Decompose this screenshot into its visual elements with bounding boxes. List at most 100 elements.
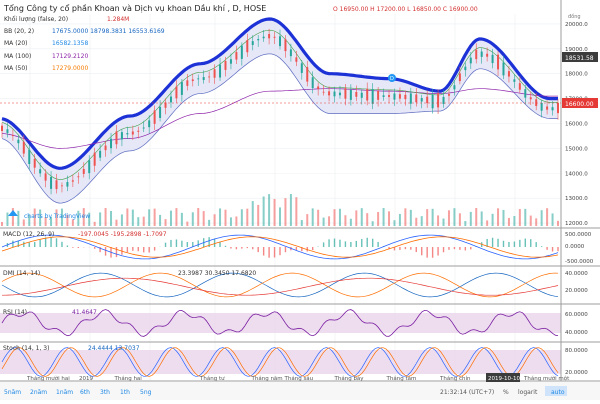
percent-toggle[interactable]: % [503,389,509,396]
candle-body [279,36,281,46]
event-marker[interactable]: D [388,74,396,82]
volume-bar [426,209,428,226]
volume-bar [175,208,177,226]
volume-bar [6,213,8,226]
macd-histogram-bar [148,247,149,253]
macd-histogram-bar [350,242,351,247]
candle-body [492,55,494,63]
volume-bar [263,197,265,226]
candle-body [448,94,450,96]
volume-bar [235,216,237,226]
price-tick-label: 14000.0 [565,171,588,177]
clock-text: 21:32:14 (UTC+7) [440,389,494,396]
macd-histogram-bar [132,247,133,251]
volume-bar [344,215,346,226]
range-button[interactable]: 1th [120,389,130,396]
candle-body [61,185,63,186]
volume-bar [295,197,297,226]
volume-bar [552,213,554,226]
time-axis-label: Tháng năm [251,375,283,382]
candle-body [121,132,123,139]
macd-histogram-bar [356,241,357,247]
volume-bar [361,208,363,226]
range-button[interactable]: 2năm [30,389,47,396]
volume-bar [513,216,515,226]
macd-histogram-bar [50,237,51,247]
macd-histogram-bar [448,247,449,250]
log-toggle[interactable]: logarit [518,389,538,396]
macd-histogram-bar [263,247,264,256]
macd-histogram-bar [252,247,253,249]
volume-bar [230,217,232,226]
candle-body [339,93,341,96]
candle-body [519,83,521,90]
candle-body [203,77,205,80]
volume-bar [246,209,248,226]
macd-histogram-bar [225,246,226,247]
candle-body [426,97,428,103]
macd-histogram-bar [492,238,493,247]
ma100-label: MA (100) [4,53,31,60]
volume-bar [94,222,96,226]
macd-histogram-bar [503,241,504,247]
candle-body [502,62,504,75]
volume-bar [524,209,526,226]
macd-histogram-bar [323,242,324,247]
candle-body [39,169,41,173]
macd-histogram-bar [410,247,411,250]
candle-body [513,79,515,82]
candle-body [208,77,210,78]
stoch-pane [0,348,561,377]
macd-histogram-bar [312,247,313,250]
volume-bar [399,214,401,226]
macd-histogram-bar [105,247,106,256]
macd-histogram-bar [345,241,346,247]
volume-bar [224,210,226,226]
candle-body [290,49,292,56]
candle-body [274,37,276,38]
stoch-values: 24.4444 13.7037 [88,345,140,352]
macd-histogram-bar [525,239,526,247]
volume-bar [464,221,466,226]
volume-label: Khối lượng (false, 20) [4,16,68,23]
range-button[interactable]: 6th [80,389,90,396]
candle-body [241,45,243,58]
ohlc-values: O 16950.00 H 17200.00 L 16850.00 C 16900… [333,6,478,13]
volume-bar [1,222,3,226]
range-button[interactable]: 3th [100,389,110,396]
candle-body [312,77,314,88]
volume-bar [317,210,319,226]
macd-histogram-bar [143,247,144,252]
macd-histogram-bar [138,247,139,251]
candle-body [399,94,401,98]
candle-body [88,160,90,173]
macd-histogram-bar [241,247,242,249]
indicator-tick-label: 0.0000 [565,244,585,250]
macd-histogram-bar [361,239,362,247]
range-button[interactable]: 5năm [4,389,21,396]
candle-body [77,176,79,177]
candle-body [284,39,286,51]
volume-bar [208,220,210,226]
time-axis-label: Tháng mười hai [26,375,70,382]
candle-body [186,80,188,86]
range-button[interactable]: 5ng [140,389,152,396]
candle-body [383,95,385,97]
candle-body [181,82,183,95]
range-button[interactable]: 1năm [56,389,73,396]
volume-bar [284,198,286,226]
macd-histogram-bar [546,247,547,250]
volume-bar [159,215,161,226]
candle-body [34,159,36,168]
price-tick-label: 13000.0 [565,196,588,202]
candle-body [464,67,466,70]
candle-body [453,85,455,89]
candle-body [224,61,226,70]
auto-toggle[interactable]: auto [551,389,565,396]
candle-body [437,93,439,107]
indicator-tick-label: 500.0000 [565,232,592,238]
candle-body [257,39,259,40]
candle-body [361,93,363,98]
volume-bar [546,208,548,226]
volume-bar [350,219,352,226]
